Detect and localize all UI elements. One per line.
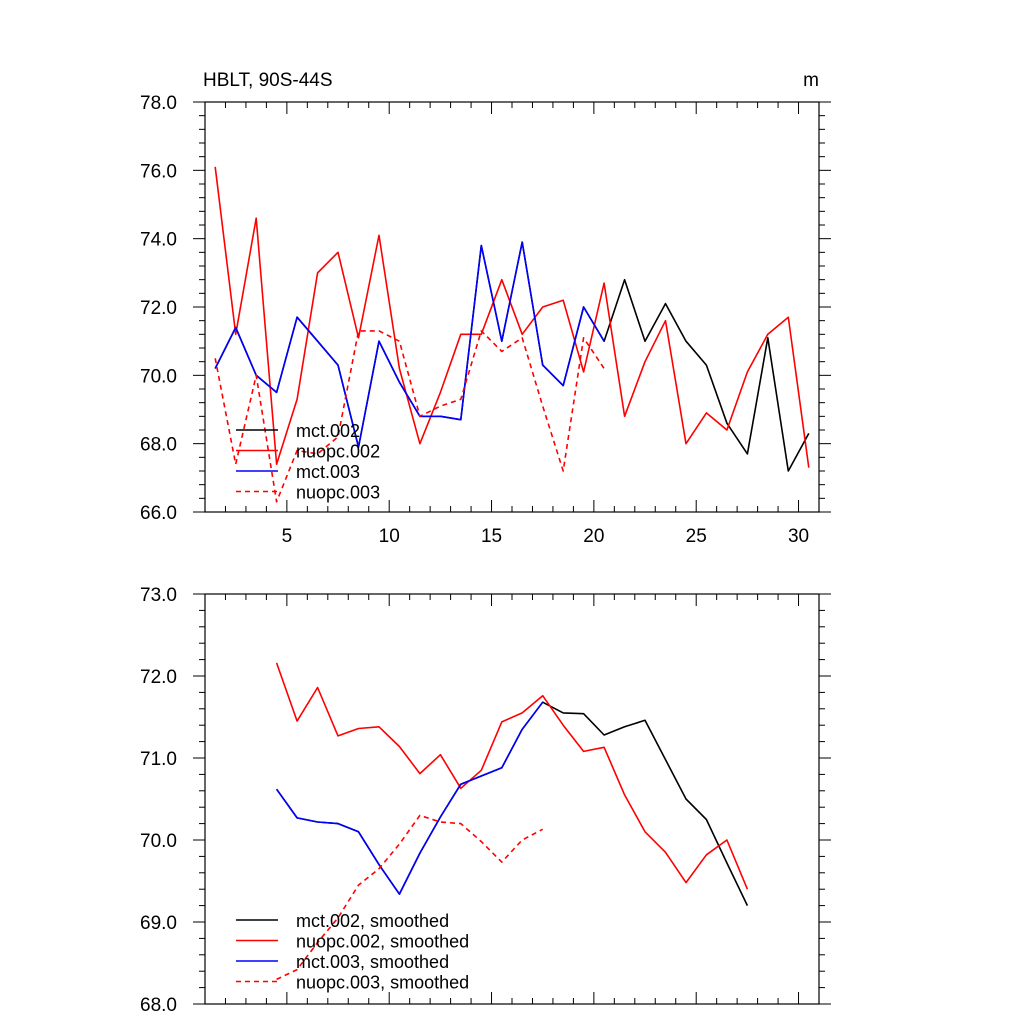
series-line-mct-003 bbox=[214, 241, 605, 448]
top-panel-title: HBLT, 90S-44S bbox=[203, 70, 333, 91]
y-tick-label: 78.0 bbox=[140, 93, 177, 114]
y-tick-label: 76.0 bbox=[140, 161, 177, 182]
series-line-nuopc-003 bbox=[214, 330, 605, 503]
series-line-nuopc-002-smoothed bbox=[275, 662, 749, 890]
y-tick-label: 74.0 bbox=[140, 230, 177, 251]
y-tick-label: 70.0 bbox=[140, 366, 177, 387]
legend-label: nuopc.002, smoothed bbox=[296, 932, 469, 952]
legend-label: mct.003, smoothed bbox=[296, 952, 449, 972]
y-tick-label: 66.0 bbox=[140, 503, 177, 524]
legend-label: nuopc.002 bbox=[296, 442, 380, 462]
legend-label: nuopc.003 bbox=[296, 483, 380, 503]
x-tick-label: 5 bbox=[282, 526, 293, 547]
x-tick-label: 15 bbox=[481, 526, 502, 547]
legend-label: mct.002, smoothed bbox=[296, 911, 449, 931]
top-panel: HBLT, 90S-44S m 5 10 15 20 25 30 66.0 68.0 70.0 7… bbox=[140, 70, 831, 547]
y-tick-label: 69.0 bbox=[140, 913, 177, 934]
y-tick-label: 68.0 bbox=[140, 995, 177, 1016]
x-tick-label: 30 bbox=[788, 526, 809, 547]
top-panel-units: m bbox=[803, 70, 819, 91]
top-panel-series bbox=[214, 166, 810, 503]
legend-label: mct.002 bbox=[296, 421, 360, 441]
x-tick-label: 20 bbox=[583, 526, 604, 547]
series-line-mct-003-smoothed bbox=[275, 701, 544, 895]
bottom-panel-plot-frame bbox=[204, 593, 820, 1005]
series-line-nuopc-002 bbox=[214, 166, 810, 468]
x-tick-label: 10 bbox=[379, 526, 400, 547]
y-tick-label: 68.0 bbox=[140, 435, 177, 456]
y-tick-label: 72.0 bbox=[140, 667, 177, 688]
y-tick-label: 70.0 bbox=[140, 831, 177, 852]
top-panel-plot-frame bbox=[204, 101, 820, 513]
x-tick-label: 25 bbox=[686, 526, 707, 547]
y-tick-label: 72.0 bbox=[140, 298, 177, 319]
bottom-panel-ticks: 68.0 69.0 70.0 71.0 72.0 73.0 bbox=[140, 585, 831, 1016]
y-tick-label: 71.0 bbox=[140, 749, 177, 770]
bottom-panel: 68.0 69.0 70.0 71.0 72.0 73.0 mct.002, smooth… bbox=[140, 585, 831, 1016]
legend-label: nuopc.003, smoothed bbox=[296, 973, 469, 993]
top-panel-ticks: 5 10 15 20 25 30 66.0 68.0 70.0 72.0 74.0 76.0 78.0 bbox=[140, 93, 831, 547]
y-tick-label: 73.0 bbox=[140, 585, 177, 606]
legend-label: mct.003 bbox=[296, 462, 360, 482]
bottom-panel-series bbox=[275, 662, 749, 981]
